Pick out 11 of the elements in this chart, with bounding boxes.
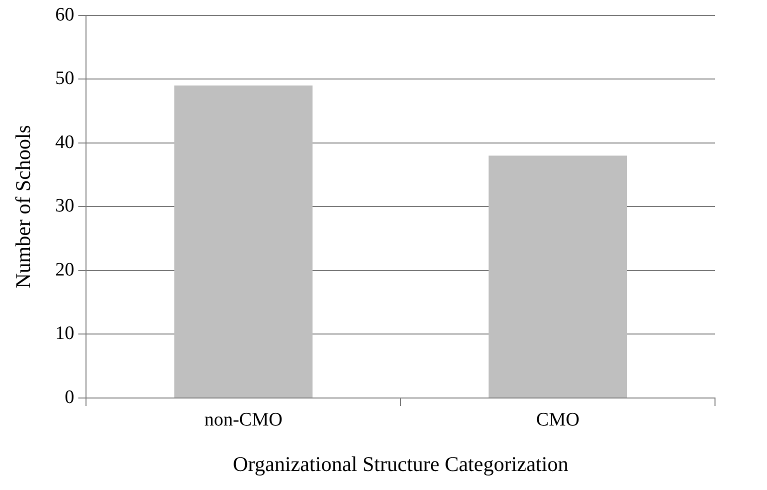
y-tick-label: 40 xyxy=(55,132,74,153)
y-tick-label: 0 xyxy=(64,386,74,408)
y-tick-label: 20 xyxy=(55,259,74,280)
y-tick-label: 10 xyxy=(55,323,74,344)
x-tick-label: non-CMO xyxy=(204,409,282,430)
y-tick-label: 30 xyxy=(55,196,74,217)
x-axis-title: Organizational Structure Categorization xyxy=(232,452,569,476)
y-tick-label: 60 xyxy=(55,4,74,26)
y-tick-label: 50 xyxy=(55,68,74,90)
y-axis-title: Number of Schools xyxy=(11,125,36,288)
x-tick-label: CMO xyxy=(536,409,580,430)
